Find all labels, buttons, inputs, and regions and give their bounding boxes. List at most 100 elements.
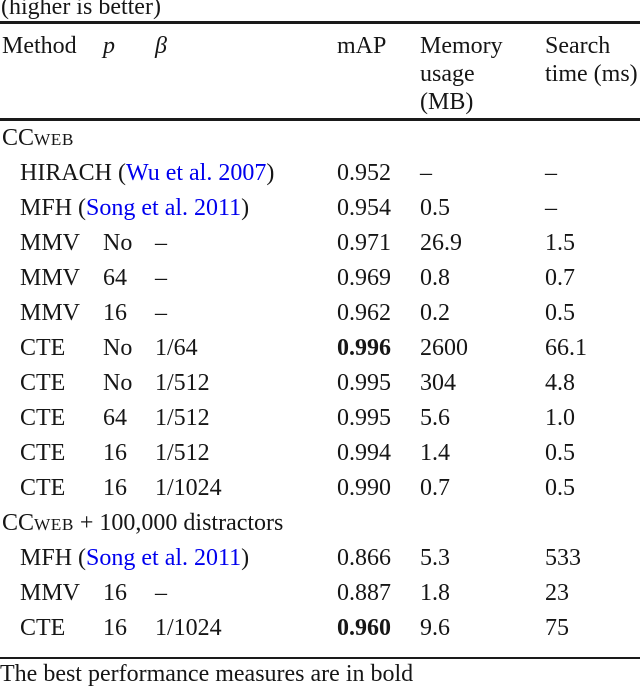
col-header-memory-line3: (MB) bbox=[420, 89, 474, 115]
table-row: CTE 16 1/1024 0.960 9.6 75 bbox=[0, 611, 640, 646]
cell-method: CTE bbox=[2, 471, 103, 506]
cell-time: 66.1 bbox=[545, 335, 587, 361]
citation-link[interactable]: Song et al. 2011 bbox=[86, 195, 242, 221]
table-row: CTE 64 1/512 0.995 5.6 1.0 bbox=[0, 401, 640, 436]
method-name: MFH bbox=[20, 545, 73, 571]
table-row: MMV No – 0.971 26.9 1.5 bbox=[0, 226, 640, 261]
cell-map: 0.995 bbox=[337, 370, 391, 396]
table-row: CTE No 1/64 0.996 2600 66.1 bbox=[0, 331, 640, 366]
cell-beta: 1/512 bbox=[155, 370, 210, 396]
table-row: MMV 16 – 0.887 1.8 23 bbox=[0, 576, 640, 611]
col-header-search-line1: Search bbox=[545, 33, 611, 59]
cell-memory: 26.9 bbox=[420, 230, 462, 256]
cell-memory: 5.3 bbox=[420, 545, 450, 571]
cell-method: CTE bbox=[2, 366, 103, 401]
cell-map: 0.866 bbox=[337, 545, 391, 571]
section-prefix: CC bbox=[2, 510, 35, 536]
cell-method: HIRACH (Wu et al. 2007) bbox=[2, 156, 274, 191]
cell-time: 533 bbox=[545, 545, 581, 571]
method-name: CTE bbox=[20, 475, 66, 501]
cell-p: 16 bbox=[103, 440, 127, 466]
table-row: MFH (Song et al. 2011) 0.866 5.3 533 bbox=[0, 541, 640, 576]
cell-p: 16 bbox=[103, 580, 127, 606]
cell-time: 0.5 bbox=[545, 300, 575, 326]
cell-time: – bbox=[545, 160, 557, 186]
cell-time: 0.5 bbox=[545, 440, 575, 466]
cell-map: 0.962 bbox=[337, 300, 391, 326]
cell-map: 0.969 bbox=[337, 265, 391, 291]
cell-p: No bbox=[103, 370, 133, 396]
col-header-search-line2: time (ms) bbox=[545, 61, 638, 87]
method-name: CTE bbox=[20, 615, 66, 641]
cell-p: 16 bbox=[103, 615, 127, 641]
cell-method: MMV bbox=[2, 261, 103, 296]
cell-map: 0.994 bbox=[337, 440, 391, 466]
cell-time: 0.7 bbox=[545, 265, 575, 291]
table-footnote: The best performance measures are in bol… bbox=[0, 661, 414, 687]
cell-method: MMV bbox=[2, 226, 103, 261]
cell-memory: 9.6 bbox=[420, 615, 450, 641]
citation-link[interactable]: Song et al. 2011 bbox=[86, 545, 242, 571]
cell-time: 1.0 bbox=[545, 405, 575, 431]
method-name: CTE bbox=[20, 440, 66, 466]
col-header-memory-line2: usage bbox=[420, 61, 475, 87]
col-header-memory: Memory usage (MB) bbox=[420, 32, 545, 116]
method-name: CTE bbox=[20, 335, 66, 361]
cell-beta bbox=[155, 156, 337, 191]
table-row: CTE 16 1/1024 0.990 0.7 0.5 bbox=[0, 471, 640, 506]
citation-link[interactable]: Wu et al. 2007 bbox=[126, 160, 267, 186]
top-rule bbox=[0, 21, 640, 24]
table-row: MMV 16 – 0.962 0.2 0.5 bbox=[0, 296, 640, 331]
section-smallcaps: WEB bbox=[34, 515, 74, 534]
cell-beta: – bbox=[155, 580, 167, 606]
table-row: MFH (Song et al. 2011) 0.954 0.5 – bbox=[0, 191, 640, 226]
cell-memory: 1.8 bbox=[420, 580, 450, 606]
method-name: MMV bbox=[20, 230, 81, 256]
col-header-method: Method bbox=[2, 33, 77, 59]
cite-close: ) bbox=[241, 545, 250, 571]
cell-beta: 1/1024 bbox=[155, 615, 222, 641]
table-caption: (higher is better) bbox=[1, 0, 161, 20]
header-rule bbox=[0, 118, 640, 121]
cite-open: ( bbox=[72, 195, 87, 221]
method-name: HIRACH bbox=[20, 160, 113, 186]
cite-close: ) bbox=[241, 195, 250, 221]
table-row: MMV 64 – 0.969 0.8 0.7 bbox=[0, 261, 640, 296]
table-row: HIRACH (Wu et al. 2007) 0.952 – – bbox=[0, 156, 640, 191]
cell-beta bbox=[155, 541, 337, 576]
method-name: MMV bbox=[20, 580, 81, 606]
method-name: MFH bbox=[20, 195, 73, 221]
method-name: MMV bbox=[20, 265, 81, 291]
method-name: MMV bbox=[20, 300, 81, 326]
section-header-ccweb-distractors: CCWEB + 100,000 distractors bbox=[0, 506, 640, 541]
cell-method: MFH (Song et al. 2011) bbox=[2, 541, 249, 576]
col-header-memory-line1: Memory bbox=[420, 33, 503, 59]
section-prefix: CC bbox=[2, 125, 35, 151]
cell-beta: – bbox=[155, 230, 167, 256]
cell-p: 16 bbox=[103, 300, 127, 326]
cell-method: CTE bbox=[2, 331, 103, 366]
cell-memory: – bbox=[420, 160, 432, 186]
cell-map: 0.952 bbox=[337, 160, 391, 186]
cell-map-best: 0.960 bbox=[337, 615, 391, 641]
cell-memory: 2600 bbox=[420, 335, 468, 361]
cell-method: CTE bbox=[2, 436, 103, 471]
table-header-row: Method p β mAP Memory usage (MB) Search … bbox=[0, 24, 640, 118]
cell-memory: 0.5 bbox=[420, 195, 450, 221]
method-name: CTE bbox=[20, 405, 66, 431]
cell-beta: 1/512 bbox=[155, 440, 210, 466]
cell-time: – bbox=[545, 195, 557, 221]
col-header-search: Search time (ms) bbox=[545, 32, 640, 88]
cell-method: CTE bbox=[2, 401, 103, 436]
table-row: CTE 16 1/512 0.994 1.4 0.5 bbox=[0, 436, 640, 471]
cite-close: ) bbox=[266, 160, 275, 186]
cell-memory: 0.2 bbox=[420, 300, 450, 326]
cell-map: 0.954 bbox=[337, 195, 391, 221]
cite-open: ( bbox=[72, 545, 87, 571]
col-header-beta: β bbox=[155, 33, 167, 59]
cell-beta: 1/1024 bbox=[155, 475, 222, 501]
cell-memory: 1.4 bbox=[420, 440, 450, 466]
cell-p bbox=[103, 191, 155, 226]
cell-p: 64 bbox=[103, 405, 127, 431]
cell-beta: – bbox=[155, 265, 167, 291]
